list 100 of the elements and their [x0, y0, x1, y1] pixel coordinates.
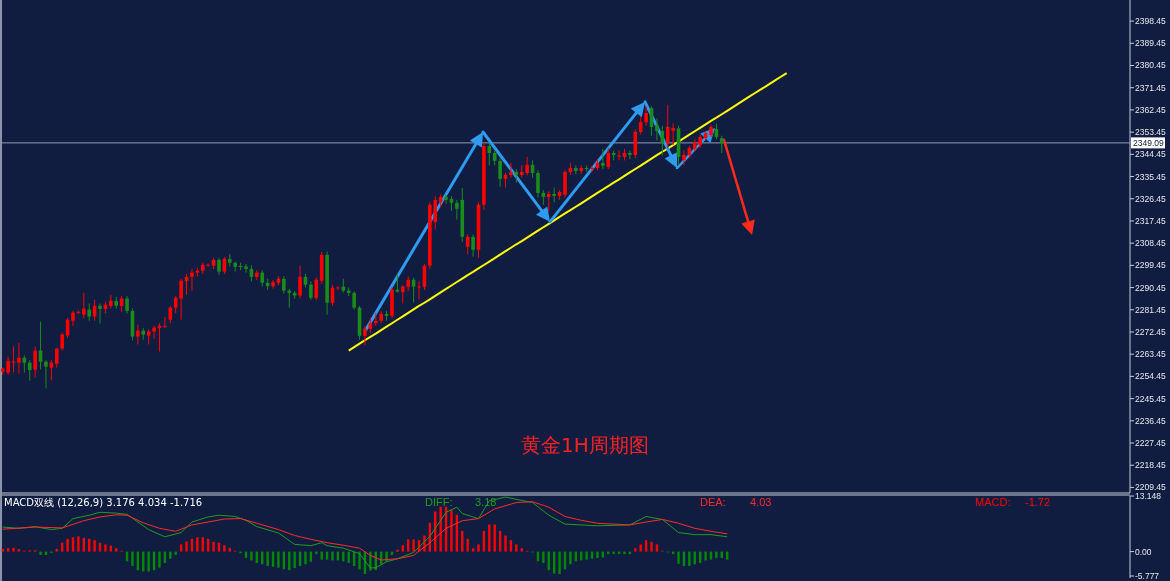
candlestick [27, 359, 32, 382]
bar [471, 548, 475, 552]
bar [596, 551, 599, 558]
candlestick [655, 117, 659, 142]
candlestick [546, 190, 551, 212]
line-series [2, 496, 728, 569]
bar [439, 506, 442, 552]
bar [212, 541, 215, 552]
bar [612, 551, 615, 555]
candlestick [82, 292, 86, 319]
bar [715, 551, 718, 558]
y-tick-label: 2227.45 [1135, 437, 1166, 448]
candlestick [136, 324, 140, 345]
bar [385, 551, 388, 562]
candlestick [314, 277, 319, 301]
bar [93, 540, 96, 552]
y-tick-label: 2362.45 [1135, 104, 1166, 115]
bar [569, 551, 572, 565]
candlestick [271, 279, 275, 290]
bar [515, 544, 518, 552]
annotation: -1.72 [1025, 496, 1051, 508]
candlestick [498, 157, 502, 188]
bar [688, 551, 691, 566]
candlestick [633, 129, 638, 159]
candlestick [17, 342, 21, 375]
candlestick [401, 284, 405, 304]
candlestick [471, 233, 475, 258]
bar [293, 551, 296, 569]
candlestick [644, 105, 648, 127]
candlestick [54, 347, 59, 369]
bar [6, 548, 10, 552]
candlestick [363, 325, 367, 346]
text: MACD: [975, 496, 1011, 508]
bar [342, 551, 345, 562]
bar [66, 538, 69, 552]
bar [504, 535, 507, 552]
bar [185, 541, 188, 552]
candlestick [33, 346, 37, 378]
bar [677, 551, 680, 564]
bar [12, 547, 15, 552]
candlestick [98, 302, 102, 325]
y-tick-label: 2344.45 [1135, 149, 1166, 160]
y-tick-label: 2245.45 [1135, 393, 1166, 404]
bar [320, 551, 323, 560]
bar [223, 545, 226, 552]
line-series [347, 72, 788, 352]
bar [115, 548, 118, 552]
bar [634, 548, 637, 552]
y-tick-label: 2317.45 [1135, 215, 1166, 226]
y-tick-label: 2308.45 [1135, 238, 1166, 249]
y-tick-label: 2236.45 [1135, 415, 1166, 426]
candlestick [190, 268, 194, 292]
bar [585, 551, 588, 560]
bar [488, 524, 491, 552]
bar [17, 549, 21, 552]
y-tick-label: 0.00 [1135, 546, 1152, 557]
series-label: DIFF: [425, 496, 453, 508]
bar [158, 551, 161, 568]
bar [520, 548, 523, 552]
bar [39, 551, 42, 555]
annotation: 黄金1H周期图 [521, 433, 649, 457]
y-tick-label: 2380.45 [1135, 60, 1166, 71]
bar [655, 544, 659, 552]
bar [196, 537, 199, 552]
y-tick-label: 2389.45 [1135, 38, 1166, 49]
bar [623, 551, 626, 555]
bar [650, 541, 653, 552]
ref-line-label: 2349.09 [1133, 137, 1164, 148]
bar [104, 544, 107, 552]
candlestick [509, 162, 513, 179]
bar [179, 544, 183, 552]
candlestick [417, 280, 421, 301]
bar [1, 549, 4, 552]
bar [704, 551, 707, 561]
candlestick [152, 325, 156, 340]
candlestick [682, 150, 686, 166]
bar [639, 544, 642, 552]
bar [542, 551, 545, 563]
bar [147, 551, 150, 572]
y-tick-label: 2209.45 [1135, 482, 1166, 493]
bar [250, 551, 253, 561]
y-tick-label: 2254.45 [1135, 371, 1166, 382]
bar [358, 551, 361, 570]
bar [407, 539, 410, 552]
candlestick [309, 280, 313, 301]
y-tick-label: 2398.45 [1135, 16, 1166, 27]
candlestick [298, 265, 302, 300]
candlestick [628, 150, 632, 160]
candlestick [71, 310, 75, 327]
candlestick [536, 169, 540, 198]
bar [55, 549, 58, 552]
y-tick-label: 2335.45 [1135, 171, 1166, 182]
y-tick-label: 2263.45 [1135, 349, 1166, 360]
candlestick [601, 148, 605, 170]
bar [412, 539, 415, 552]
bar [304, 551, 307, 565]
y-tick-label: 2290.45 [1135, 282, 1166, 293]
bar [477, 544, 480, 552]
y-tick-label: 13.148 [1135, 490, 1162, 501]
series-label: DEA: [700, 496, 726, 508]
